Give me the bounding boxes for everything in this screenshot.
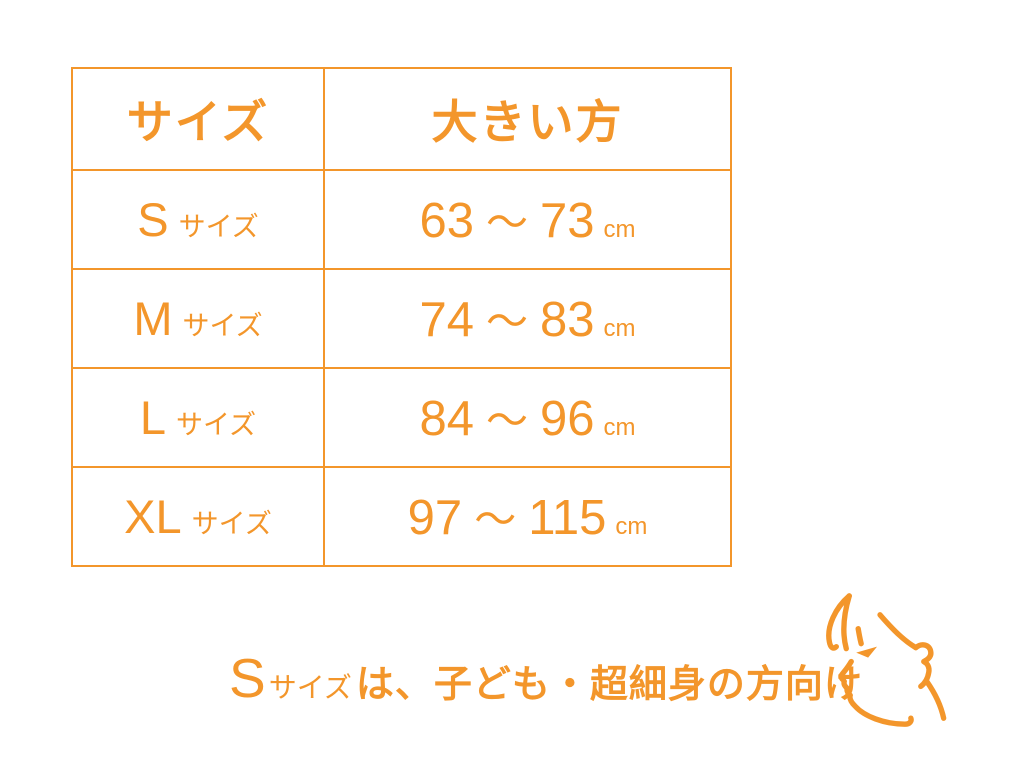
ear-line [913, 642, 934, 690]
size-suffix: サイズ [175, 410, 257, 440]
hair-fringe [877, 612, 919, 651]
note-size-letter: S [229, 647, 266, 709]
column-header-range: 大きい方 [323, 67, 732, 171]
unit-label: cm [615, 513, 648, 540]
unit-label: cm [603, 414, 636, 441]
face-profile-icon [826, 593, 947, 727]
tilde: ～ [485, 298, 528, 345]
range-max: 96 [540, 392, 595, 446]
hair-tuft-outer [826, 593, 852, 651]
size-letter: M [133, 292, 173, 345]
column-header-size-label: サイズ [126, 96, 270, 148]
range-min: 63 [419, 194, 474, 248]
range-min: 97 [407, 491, 463, 545]
size-letter: L [139, 391, 166, 444]
range-cell: 74 ～ 83 cm [323, 268, 732, 369]
hair-tuft-inner [841, 593, 852, 652]
range-cell: 84 ～ 96 cm [323, 367, 732, 468]
size-letter: XL [124, 490, 182, 543]
size-note: S サイズ は、子ども・超細身の方向け [229, 646, 863, 710]
note-size-suffix: サイズ [268, 672, 352, 703]
size-letter: S [137, 193, 169, 246]
table-row-m: M サイズ 74 ～ 83 cm [71, 268, 732, 369]
table-row-s: S サイズ 63 ～ 73 cm [71, 169, 732, 270]
column-header-range-label: 大きい方 [431, 96, 624, 148]
table-row-l: L サイズ 84 ～ 96 cm [71, 367, 732, 468]
table-row-xl: XL サイズ 97 ～ 115 cm [71, 466, 732, 567]
range-cell: 63 ～ 73 cm [323, 169, 732, 270]
size-cell: XL サイズ [71, 466, 325, 567]
column-header-size: サイズ [71, 67, 325, 171]
size-suffix: サイズ [182, 311, 263, 341]
table-header-row: サイズ 大きい方 [71, 67, 732, 171]
size-cell: S サイズ [71, 169, 325, 270]
tilde: ～ [474, 496, 517, 543]
range-max: 115 [528, 491, 607, 545]
tilde: ～ [485, 397, 528, 444]
range-min: 84 [419, 392, 474, 446]
range-min: 74 [419, 293, 474, 347]
range-cell: 97 ～ 115 cm [323, 466, 732, 567]
hair-front-dash [855, 626, 864, 647]
neck-line [924, 678, 947, 721]
unit-label: cm [603, 315, 636, 342]
size-cell: L サイズ [71, 367, 325, 468]
note-text: は、子ども・超細身の方向け [355, 664, 863, 706]
range-max: 73 [540, 194, 595, 248]
size-suffix: サイズ [178, 212, 259, 242]
eye [856, 646, 878, 658]
tilde: ～ [485, 199, 528, 246]
size-cell: M サイズ [71, 268, 325, 369]
size-table: サイズ 大きい方 S サイズ 63 ～ 73 cm M サイズ [71, 67, 732, 567]
face-profile-line [838, 658, 914, 727]
range-max: 83 [540, 293, 595, 347]
unit-label: cm [603, 216, 636, 243]
size-suffix: サイズ [191, 509, 272, 539]
